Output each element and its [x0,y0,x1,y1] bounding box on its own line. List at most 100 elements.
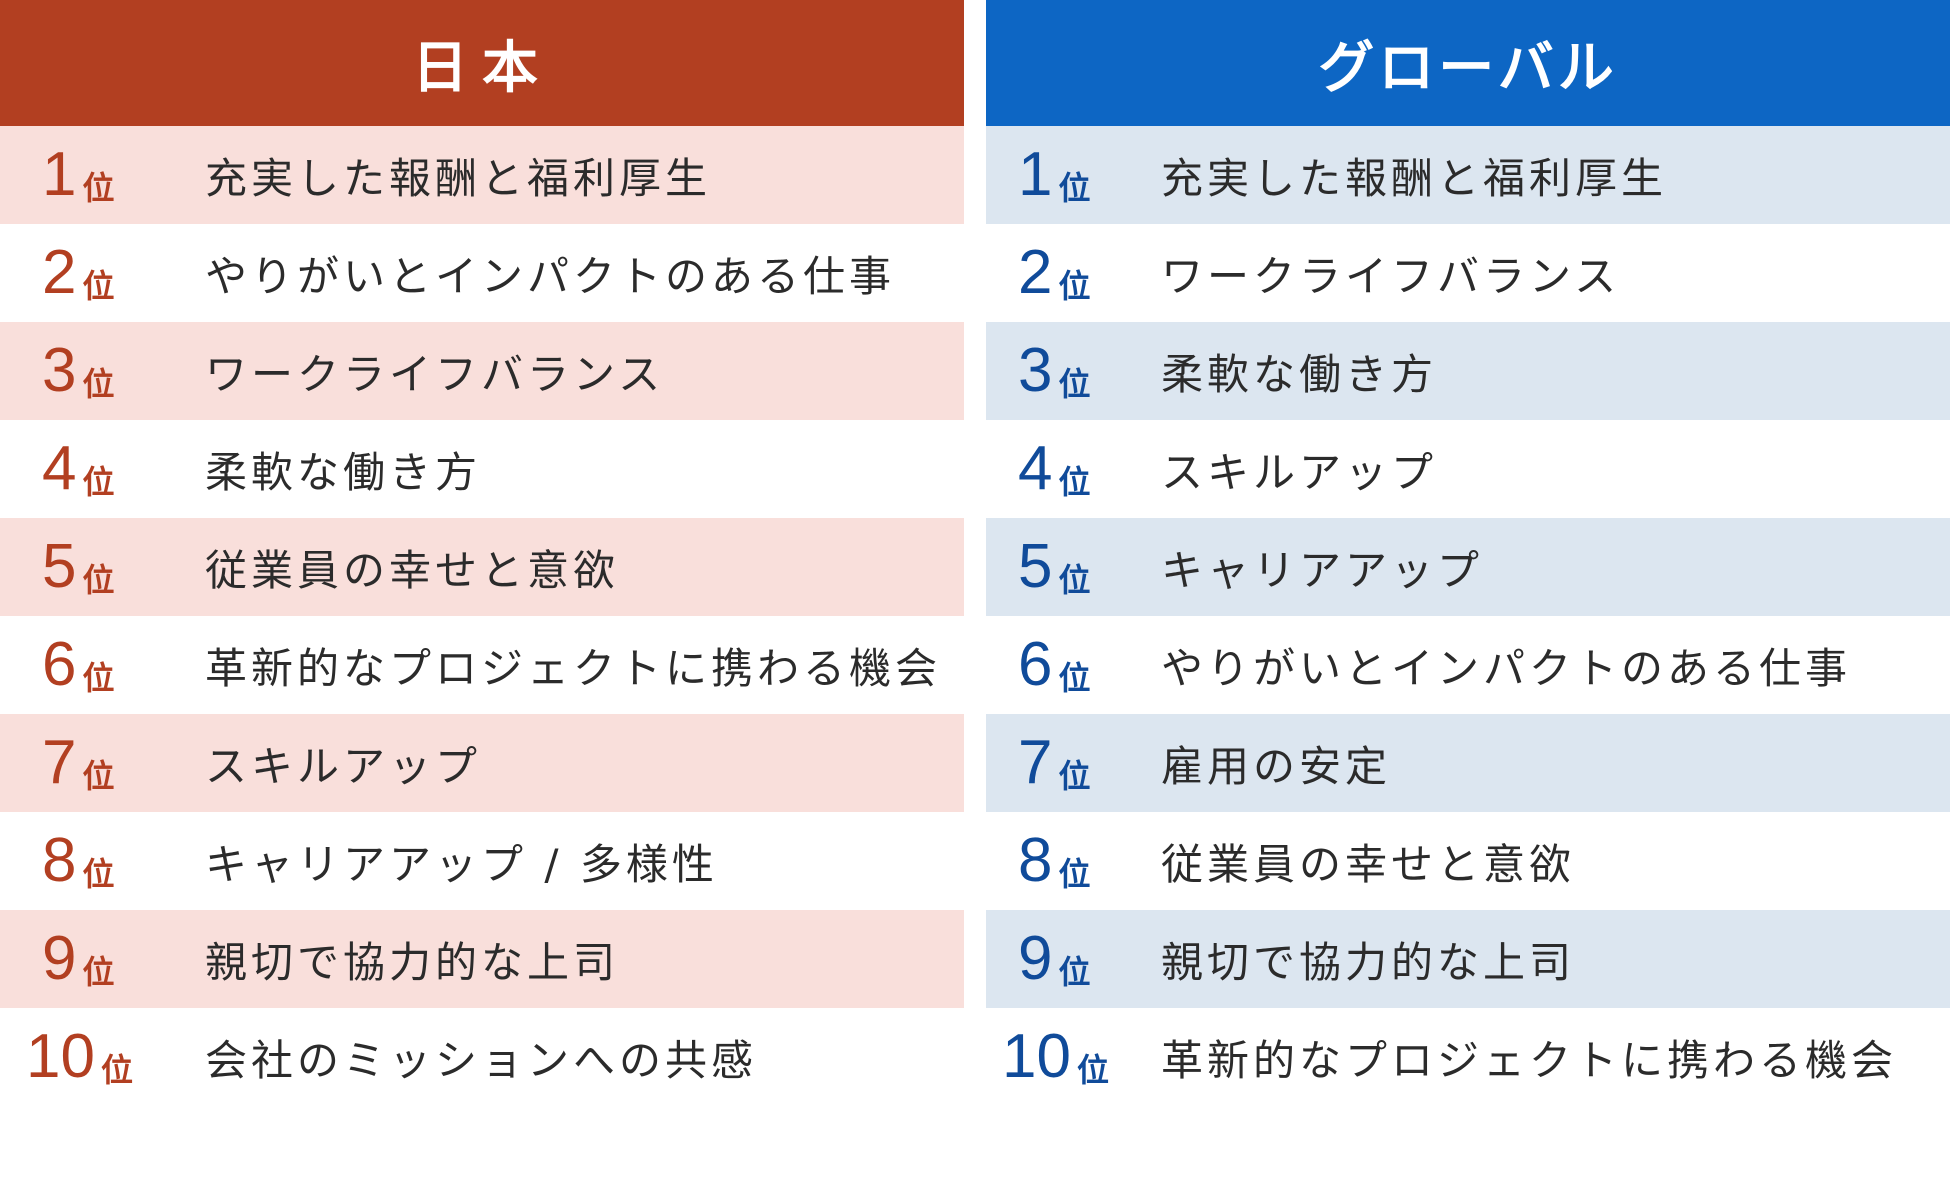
item-text: スキルアップ [1161,447,1438,497]
item-text: やりがいとインパクトのある仕事 [205,251,896,301]
global-title: グローバル [1318,35,1618,101]
japan-row-10: 10 位 会社のミッションへの共感 [0,1008,964,1106]
item-text: 従業員の幸せと意欲 [205,545,620,595]
rank-number: 1 [1018,140,1053,209]
item-text: ワークライフバランス [1161,251,1621,301]
rank-unit: 位 [82,757,115,795]
rank-number: 9 [42,924,77,993]
item-text: やりがいとインパクトのある仕事 [1161,643,1852,693]
rank-unit: 位 [1058,953,1091,991]
rank-unit: 位 [1058,855,1091,893]
rank-number: 2 [42,238,77,307]
rank-unit: 位 [1058,463,1091,501]
rank-unit: 位 [1058,659,1091,697]
rank-number: 10 [26,1022,95,1091]
rank-unit: 位 [82,659,115,697]
item-text: 充実した報酬と福利厚生 [205,153,712,203]
item-text: 従業員の幸せと意欲 [1161,839,1576,889]
rank-number: 1 [42,140,77,209]
global-row-10: 10 位 革新的なプロジェクトに携わる機会 [986,1008,1950,1106]
item-text: キャリアアップ / 多様性 [205,839,718,889]
rank-unit: 位 [82,953,115,991]
item-text: 親切で協力的な上司 [205,937,620,987]
item-text: スキルアップ [205,741,482,791]
item-text: 雇用の安定 [1161,741,1392,791]
rank-number: 4 [42,434,77,503]
rank-number: 8 [1018,826,1053,895]
rank-number: 7 [1018,728,1053,797]
global-header: グローバル [986,0,1950,126]
rank-number: 5 [42,532,77,601]
rank-unit: 位 [82,561,115,599]
japan-header: 日本 [0,0,964,126]
rank-number: 2 [1018,238,1053,307]
rank-number: 10 [1002,1022,1071,1091]
rank-number: 3 [1018,336,1053,405]
rank-unit: 位 [1058,267,1091,305]
item-text: 革新的なプロジェクトに携わる機会 [1161,1035,1898,1085]
rank-unit: 位 [1058,561,1091,599]
item-text: 充実した報酬と福利厚生 [1161,153,1668,203]
rank-number: 5 [1018,532,1053,601]
rank-unit: 位 [82,463,115,501]
rank-unit: 位 [1058,169,1091,207]
rank-label: 10 位 [0,1008,200,1106]
rank-unit: 位 [82,169,115,207]
rank-unit: 位 [82,267,115,305]
japan-title: 日本 [412,35,552,101]
rank-number: 8 [42,826,77,895]
rank-number: 6 [42,630,77,699]
rank-label: 10 位 [986,1008,1186,1106]
rank-unit: 位 [1058,365,1091,403]
rank-unit: 位 [1076,1051,1109,1089]
rank-unit: 位 [1058,757,1091,795]
item-text: 柔軟な働き方 [205,447,482,497]
rank-unit: 位 [100,1051,133,1089]
item-text: 革新的なプロジェクトに携わる機会 [205,643,942,693]
item-text: 会社のミッションへの共感 [205,1035,758,1085]
rank-number: 7 [42,728,77,797]
rank-number: 9 [1018,924,1053,993]
rank-number: 4 [1018,434,1053,503]
item-text: キャリアアップ [1161,545,1484,595]
item-text: 親切で協力的な上司 [1161,937,1576,987]
item-text: ワークライフバランス [205,349,665,399]
rank-unit: 位 [82,365,115,403]
rank-unit: 位 [82,855,115,893]
